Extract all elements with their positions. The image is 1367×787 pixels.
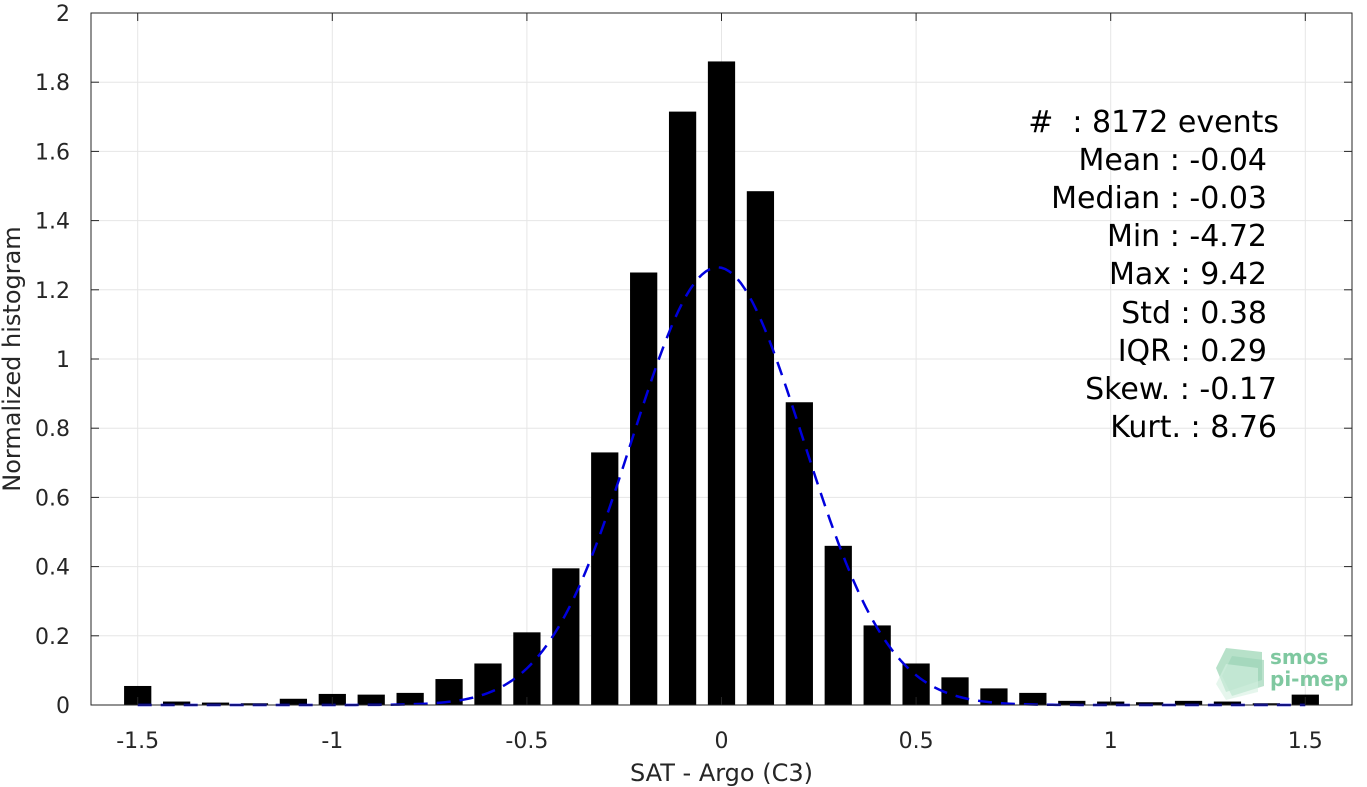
- bar-19: [863, 625, 891, 705]
- smos-pi-mep-logo: smos pi-mep: [1216, 645, 1348, 700]
- x-tick-label: 1.5: [1288, 729, 1323, 754]
- stat-max: Max : 9.42: [1109, 257, 1267, 292]
- x-tick-label: 1: [1104, 729, 1118, 754]
- stat-min: Min : -4.72: [1107, 219, 1267, 254]
- bar-15: [707, 61, 736, 705]
- bar-7: [396, 692, 424, 705]
- bar-26: [1135, 702, 1164, 705]
- stat-mean: Mean : -0.04: [1078, 143, 1267, 178]
- bar-1: [163, 701, 191, 705]
- y-axis-label: Normalized histogram: [0, 226, 26, 491]
- bar-0: [124, 685, 152, 705]
- y-tick-label: 1.8: [35, 71, 70, 96]
- bar-16: [746, 191, 775, 705]
- stat-skew: Skew. : -0.17: [1085, 372, 1277, 407]
- y-tick-label: 0.2: [35, 625, 70, 650]
- y-tick-label: 0.6: [35, 486, 70, 511]
- x-tick-label: -0.5: [505, 729, 548, 754]
- bar-11: [552, 568, 580, 705]
- bar-24: [1058, 700, 1086, 705]
- x-tick-label: 0: [715, 729, 729, 754]
- y-tick-label: 0.8: [35, 417, 70, 442]
- stat-median: Median : -0.03: [1051, 181, 1267, 216]
- stat-kurt: Kurt. : 8.76: [1110, 410, 1277, 445]
- bar-12: [591, 452, 619, 705]
- y-tick-label: 0: [56, 694, 70, 719]
- y-tick-label: 1: [56, 348, 70, 373]
- x-tick-label: 0.5: [899, 729, 934, 754]
- bar-13: [630, 272, 658, 705]
- x-axis-ticks: -1.5 -1 -0.5 0 0.5 1 1.5: [116, 13, 1323, 754]
- bar-9: [474, 663, 502, 705]
- x-axis-label: SAT - Argo (C3): [630, 759, 813, 787]
- bar-14: [668, 111, 697, 706]
- bar-4: [279, 698, 308, 705]
- bar-18: [824, 545, 852, 705]
- y-tick-label: 2: [56, 2, 70, 27]
- bar-28: [1213, 701, 1242, 705]
- logo-icon: [1216, 648, 1264, 700]
- bar-17: [785, 402, 813, 705]
- stat-count: # : 8172 events: [1028, 105, 1279, 140]
- y-tick-label: 1.4: [35, 210, 70, 235]
- y-axis-ticks: 0 0.2 0.4 0.6 0.8 1 1.2 1.4 1.6 1.8 2: [35, 2, 1352, 719]
- bar-27: [1174, 700, 1203, 705]
- histogram-bars: [124, 61, 1319, 706]
- stat-iqr: IQR : 0.29: [1118, 334, 1267, 369]
- x-tick-label: -1.5: [116, 729, 159, 754]
- logo-text-pi-mep: pi-mep: [1270, 667, 1348, 691]
- bar-23: [1019, 692, 1047, 705]
- logo-text-smos: smos: [1270, 645, 1328, 669]
- y-tick-label: 1.6: [35, 140, 70, 165]
- y-tick-label: 1.2: [35, 279, 70, 304]
- statistics-annotation: # : 8172 events Mean : -0.04 Median : -0…: [1028, 105, 1279, 445]
- stat-std: Std : 0.38: [1121, 296, 1267, 331]
- x-tick-label: -1: [321, 729, 343, 754]
- bar-6: [357, 694, 385, 705]
- y-tick-label: 0.4: [35, 556, 70, 581]
